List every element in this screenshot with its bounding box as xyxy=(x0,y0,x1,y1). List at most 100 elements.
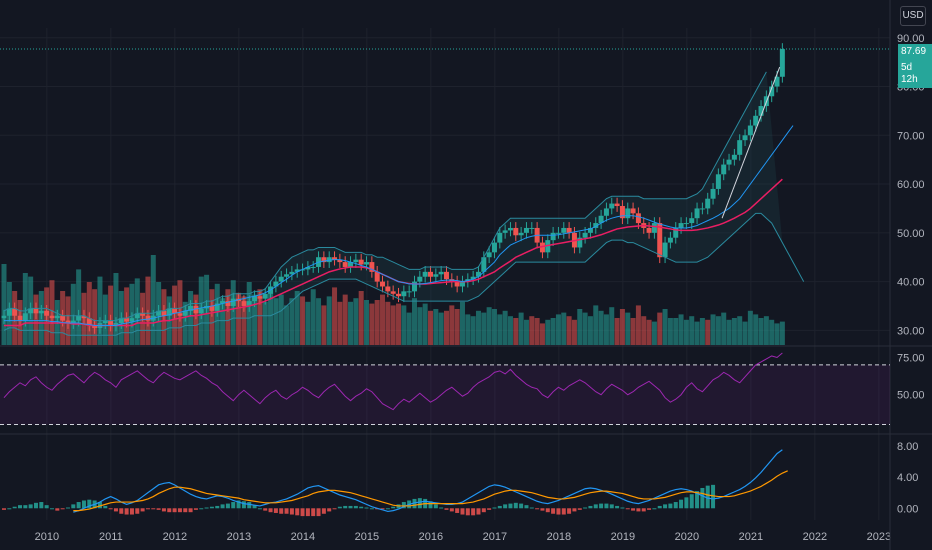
candle[interactable] xyxy=(172,308,178,314)
candle[interactable] xyxy=(124,318,130,322)
volume-bar[interactable] xyxy=(273,298,279,345)
volume-bar[interactable] xyxy=(459,301,465,345)
volume-bar[interactable] xyxy=(369,303,375,345)
macd-histogram-bar[interactable] xyxy=(2,508,6,510)
candle[interactable] xyxy=(593,223,599,228)
candle[interactable] xyxy=(678,223,684,228)
macd-histogram-bar[interactable] xyxy=(7,508,12,510)
candle[interactable] xyxy=(305,266,311,270)
macd-histogram-bar[interactable] xyxy=(81,500,86,509)
macd-histogram-bar[interactable] xyxy=(60,508,65,510)
macd-histogram-bar[interactable] xyxy=(492,507,497,509)
volume-bar[interactable] xyxy=(188,291,194,345)
volume-bar[interactable] xyxy=(715,316,721,345)
volume-bar[interactable] xyxy=(257,289,263,345)
volume-bar[interactable] xyxy=(230,280,236,345)
candle[interactable] xyxy=(145,315,151,321)
macd-histogram-bar[interactable] xyxy=(129,508,134,515)
candle[interactable] xyxy=(332,257,338,260)
candle[interactable] xyxy=(417,276,423,282)
volume-bar[interactable] xyxy=(417,307,423,345)
volume-bar[interactable] xyxy=(678,314,684,345)
macd-histogram-bar[interactable] xyxy=(273,508,278,513)
candle[interactable] xyxy=(625,208,631,219)
candle[interactable] xyxy=(614,203,620,207)
macd-histogram-bar[interactable] xyxy=(12,506,17,509)
macd-histogram-bar[interactable] xyxy=(679,499,684,509)
macd-histogram-bar[interactable] xyxy=(684,497,689,509)
macd-histogram-bar[interactable] xyxy=(711,484,716,509)
macd-histogram-bar[interactable] xyxy=(113,508,118,512)
volume-bar[interactable] xyxy=(252,294,258,345)
candle[interactable] xyxy=(683,223,689,225)
volume-bar[interactable] xyxy=(150,255,156,345)
volume-bar[interactable] xyxy=(587,316,593,345)
macd-histogram-bar[interactable] xyxy=(652,508,657,510)
volume-bar[interactable] xyxy=(475,310,481,345)
volume-bar[interactable] xyxy=(705,319,711,345)
candle[interactable] xyxy=(257,296,263,299)
candle[interactable] xyxy=(230,298,236,306)
volume-bar[interactable] xyxy=(529,316,535,345)
macd-histogram-bar[interactable] xyxy=(508,503,513,509)
candle[interactable] xyxy=(689,218,695,224)
macd-histogram-bar[interactable] xyxy=(167,508,172,513)
candle[interactable] xyxy=(1,315,7,319)
volume-bar[interactable] xyxy=(316,298,322,345)
volume-bar[interactable] xyxy=(491,309,497,345)
volume-bar[interactable] xyxy=(609,307,615,345)
macd-histogram-bar[interactable] xyxy=(449,508,454,512)
macd-histogram-bar[interactable] xyxy=(385,508,390,510)
volume-bar[interactable] xyxy=(443,310,449,345)
macd-histogram-bar[interactable] xyxy=(284,508,289,514)
candle[interactable] xyxy=(369,262,375,272)
volume-bar[interactable] xyxy=(673,318,679,345)
macd-histogram-bar[interactable] xyxy=(620,507,625,509)
volume-bar[interactable] xyxy=(721,312,727,345)
macd-histogram-bar[interactable] xyxy=(23,505,28,509)
candle[interactable] xyxy=(651,223,657,233)
candle[interactable] xyxy=(539,242,545,253)
macd-histogram-bar[interactable] xyxy=(87,499,92,509)
volume-bar[interactable] xyxy=(481,312,487,345)
macd-histogram-bar[interactable] xyxy=(268,508,273,513)
candle[interactable] xyxy=(70,320,76,324)
volume-bar[interactable] xyxy=(470,316,476,345)
candle[interactable] xyxy=(662,242,668,258)
candle[interactable] xyxy=(758,106,764,116)
macd-histogram-bar[interactable] xyxy=(657,505,662,509)
macd-histogram-bar[interactable] xyxy=(615,505,620,509)
candle[interactable] xyxy=(774,76,780,87)
volume-bar[interactable] xyxy=(374,300,380,345)
macd-histogram-bar[interactable] xyxy=(119,508,124,514)
volume-bar[interactable] xyxy=(358,291,364,345)
macd-histogram-bar[interactable] xyxy=(289,508,294,515)
volume-bar[interactable] xyxy=(550,318,556,345)
candle[interactable] xyxy=(310,266,316,268)
macd-histogram-bar[interactable] xyxy=(193,508,198,510)
candle[interactable] xyxy=(609,203,615,209)
candle[interactable] xyxy=(454,281,460,287)
candle[interactable] xyxy=(731,154,737,160)
volume-bar[interactable] xyxy=(289,298,295,345)
macd-histogram-bar[interactable] xyxy=(311,508,316,517)
macd-histogram-bar[interactable] xyxy=(204,507,209,509)
macd-histogram-bar[interactable] xyxy=(300,508,305,517)
macd-histogram-bar[interactable] xyxy=(535,508,540,510)
candle[interactable] xyxy=(6,308,12,316)
macd-histogram-bar[interactable] xyxy=(183,508,188,513)
volume-bar[interactable] xyxy=(774,323,780,345)
candle[interactable] xyxy=(241,301,247,306)
macd-histogram-bar[interactable] xyxy=(529,507,534,509)
macd-histogram-bar[interactable] xyxy=(673,502,678,509)
volume-bar[interactable] xyxy=(561,312,567,345)
candle[interactable] xyxy=(348,262,354,267)
candle[interactable] xyxy=(76,315,82,321)
candle[interactable] xyxy=(177,313,183,316)
candle[interactable] xyxy=(550,232,556,241)
volume-bar[interactable] xyxy=(406,312,412,345)
volume-bar[interactable] xyxy=(262,301,268,345)
candle[interactable] xyxy=(385,286,391,292)
candle[interactable] xyxy=(561,227,567,233)
